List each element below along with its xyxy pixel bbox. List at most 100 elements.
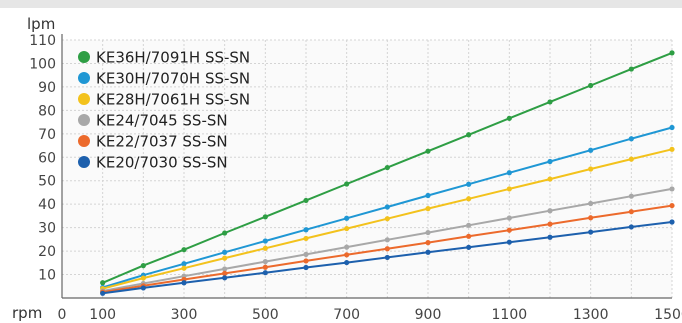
- data-point: [384, 216, 390, 222]
- data-point: [344, 244, 350, 250]
- data-point: [506, 227, 512, 233]
- data-point: [181, 247, 187, 253]
- y-tick-label: 60: [38, 150, 56, 166]
- data-point: [466, 244, 472, 250]
- series-group: [100, 124, 675, 291]
- data-point: [344, 252, 350, 258]
- data-point: [588, 82, 594, 89]
- legend: KE36H/7091H SS-SN KE30H/7070H SS-SN KE28H/…: [78, 49, 250, 172]
- data-point: [303, 197, 309, 204]
- data-point: [588, 200, 594, 207]
- legend-marker: [78, 93, 90, 105]
- data-point: [262, 214, 268, 220]
- data-point: [303, 264, 309, 271]
- x-axis-label: rpm: [12, 304, 42, 322]
- legend-marker: [78, 135, 90, 147]
- y-tick-label: 90: [38, 80, 56, 96]
- data-point: [628, 224, 634, 230]
- x-tick-label: 700: [333, 307, 360, 323]
- data-point: [547, 176, 553, 182]
- data-point: [466, 222, 472, 228]
- data-point: [547, 99, 553, 105]
- data-point: [384, 164, 390, 171]
- data-point: [140, 285, 146, 291]
- y-tick-label: 110: [29, 33, 56, 49]
- legend-marker: [78, 51, 90, 63]
- data-point: [628, 209, 634, 215]
- y-axis-label: lpm: [27, 15, 55, 33]
- data-point: [466, 181, 472, 187]
- data-point: [588, 215, 594, 221]
- legend-label: KE22/7037 SS-SN: [96, 133, 228, 151]
- series-group: [100, 202, 675, 295]
- x-tick-label: 1300: [573, 307, 609, 323]
- data-point: [222, 275, 228, 281]
- x-tick-label: 300: [171, 307, 198, 323]
- data-point: [262, 270, 268, 276]
- grid: [62, 39, 673, 298]
- data-point: [303, 251, 309, 257]
- x-tick-label: 1500: [654, 307, 682, 323]
- series-group: [100, 50, 675, 286]
- x-tick-label: 500: [252, 307, 279, 323]
- y-tick-label: 40: [38, 197, 56, 213]
- legend-marker: [78, 156, 90, 168]
- data-point: [262, 245, 268, 251]
- data-point: [669, 124, 675, 131]
- data-point: [262, 259, 268, 265]
- data-point: [628, 136, 634, 142]
- data-point: [303, 227, 309, 233]
- legend-marker: [78, 72, 90, 84]
- data-point: [628, 193, 634, 199]
- data-point: [384, 237, 390, 243]
- x-tick-label: 900: [415, 307, 442, 323]
- y-tick-label: 30: [38, 221, 56, 237]
- data-point: [506, 186, 512, 192]
- data-point: [466, 196, 472, 202]
- series-layer: [100, 50, 675, 296]
- data-point: [140, 263, 146, 269]
- data-point: [262, 238, 268, 244]
- data-point: [140, 275, 146, 281]
- legend-marker: [78, 114, 90, 126]
- data-point: [425, 229, 431, 236]
- legend-label: KE20/7030 SS-SN: [96, 154, 228, 172]
- data-point: [669, 186, 675, 192]
- legend-label: KE28H/7061H SS-SN: [96, 91, 250, 109]
- y-tick-label: 70: [38, 127, 56, 143]
- data-point: [547, 208, 553, 214]
- data-point: [222, 230, 228, 236]
- data-point: [588, 147, 594, 153]
- data-point: [506, 115, 512, 121]
- data-point: [384, 246, 390, 252]
- data-point: [384, 204, 390, 210]
- data-point: [425, 206, 431, 212]
- data-point: [588, 166, 594, 172]
- data-point: [669, 202, 675, 209]
- data-point: [384, 254, 390, 261]
- data-point: [303, 235, 309, 242]
- series-group: [100, 219, 675, 296]
- data-point: [344, 215, 350, 221]
- data-point: [222, 266, 228, 272]
- data-point: [669, 219, 675, 225]
- data-point: [181, 261, 187, 267]
- data-point: [506, 239, 512, 245]
- y-tick-label: 50: [38, 174, 56, 190]
- legend-label: KE30H/7070H SS-SN: [96, 70, 250, 88]
- data-point: [222, 255, 228, 261]
- data-point: [628, 156, 634, 162]
- data-point: [344, 259, 350, 266]
- plot-background: [62, 40, 672, 298]
- data-point: [466, 132, 472, 138]
- legend-label: KE24/7045 SS-SN: [96, 112, 228, 130]
- data-point: [222, 249, 228, 255]
- data-point: [628, 66, 634, 72]
- data-point: [344, 225, 350, 232]
- y-tick-label: 10: [38, 268, 56, 284]
- data-point: [506, 215, 512, 221]
- y-tick-label: 80: [38, 103, 56, 119]
